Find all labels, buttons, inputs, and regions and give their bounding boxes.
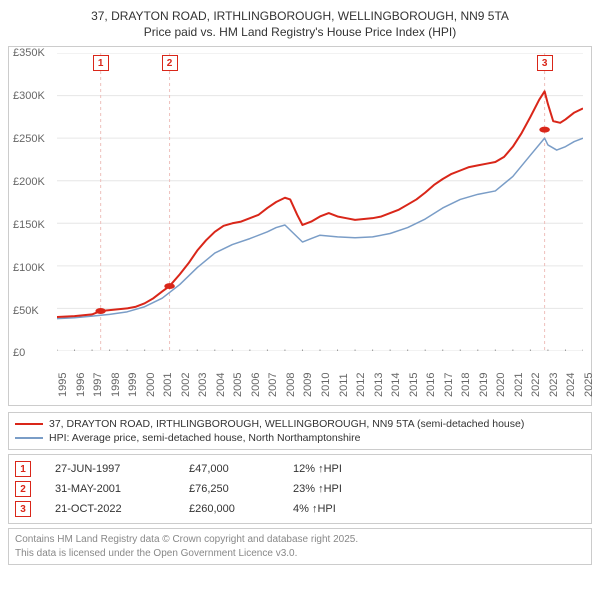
- x-tick-label: 2006: [250, 373, 254, 397]
- data-point-marker: 2: [15, 481, 31, 497]
- footer-line-1: Contains HM Land Registry data © Crown c…: [15, 533, 585, 547]
- chart-marker-box: 3: [537, 55, 553, 71]
- legend: 37, DRAYTON ROAD, IRTHLINGBOROUGH, WELLI…: [8, 412, 592, 450]
- footer-attribution: Contains HM Land Registry data © Crown c…: [8, 528, 592, 565]
- x-axis-labels: 1995 1996 1997 1998 1999 2000 2001 2002 2003 2004…: [57, 353, 583, 401]
- x-tick-label: 2010: [320, 373, 324, 397]
- x-tick-label: 2023: [548, 373, 552, 397]
- x-tick-label: 2015: [408, 373, 412, 397]
- x-tick-label: 2017: [443, 373, 447, 397]
- data-point-date: 31-MAY-2001: [55, 483, 165, 495]
- x-tick-label: 1995: [57, 373, 61, 397]
- y-tick-label: £0: [13, 347, 25, 359]
- data-point-marker: 1: [15, 461, 31, 477]
- data-point-pct: 4%: [293, 503, 336, 515]
- plot-svg: [57, 53, 583, 351]
- footer-line-2: This data is licensed under the Open Gov…: [15, 547, 585, 561]
- chart-marker-box: 1: [93, 55, 109, 71]
- data-point-pct: 23%: [293, 483, 342, 495]
- x-tick-label: 2005: [232, 373, 236, 397]
- y-tick-label: £100K: [13, 262, 45, 274]
- x-tick-label: 2014: [390, 373, 394, 397]
- x-tick-label: 2024: [565, 373, 569, 397]
- title-line-2: Price paid vs. HM Land Registry's House …: [8, 24, 592, 40]
- data-point-table: 1 27-JUN-1997 £47,000 12% 2 31-MAY-2001 £76,25…: [8, 454, 592, 524]
- legend-row: 37, DRAYTON ROAD, IRTHLINGBOROUGH, WELLI…: [15, 417, 585, 431]
- x-tick-label: 1997: [92, 373, 96, 397]
- y-tick-label: £150K: [13, 219, 45, 231]
- data-point-date: 21-OCT-2022: [55, 503, 165, 515]
- x-tick-label: 1999: [127, 373, 131, 397]
- title-line-1: 37, DRAYTON ROAD, IRTHLINGBOROUGH, WELLI…: [8, 8, 592, 24]
- x-tick-label: 2000: [145, 373, 149, 397]
- x-tick-label: 1998: [110, 373, 114, 397]
- data-point-row: 2 31-MAY-2001 £76,250 23%: [15, 479, 585, 499]
- x-tick-label: 2004: [215, 373, 219, 397]
- data-point-price: £47,000: [189, 463, 269, 475]
- x-tick-label: 2020: [495, 373, 499, 397]
- data-point-price: £260,000: [189, 503, 269, 515]
- legend-row: HPI: Average price, semi-detached house,…: [15, 431, 585, 445]
- plot-inner: 1 2 3: [57, 53, 583, 351]
- x-tick-label: 2003: [197, 373, 201, 397]
- chart-marker-box: 2: [162, 55, 178, 71]
- x-tick-label: 2013: [373, 373, 377, 397]
- data-point-row: 1 27-JUN-1997 £47,000 12%: [15, 459, 585, 479]
- data-point-row: 3 21-OCT-2022 £260,000 4%: [15, 499, 585, 519]
- x-tick-label: 2019: [478, 373, 482, 397]
- y-tick-label: £300K: [13, 90, 45, 102]
- x-tick-label: 2001: [162, 373, 166, 397]
- x-tick-label: 1996: [75, 373, 79, 397]
- x-tick-label: 2016: [425, 373, 429, 397]
- y-tick-label: £350K: [13, 47, 45, 59]
- y-tick-label: £200K: [13, 176, 45, 188]
- chart-area: 1 2 3 1995 1996 1997 1998 1999 2000 2001 2002 2003…: [8, 46, 592, 406]
- x-tick-label: 2009: [302, 373, 306, 397]
- x-tick-label: 2022: [530, 373, 534, 397]
- x-tick-label: 2008: [285, 373, 289, 397]
- legend-label: 37, DRAYTON ROAD, IRTHLINGBOROUGH, WELLI…: [49, 418, 524, 430]
- x-tick-label: 2021: [513, 373, 517, 397]
- x-tick-label: 2012: [355, 373, 359, 397]
- x-tick-label: 2018: [460, 373, 464, 397]
- data-point-price: £76,250: [189, 483, 269, 495]
- data-point-date: 27-JUN-1997: [55, 463, 165, 475]
- x-tick-label: 2002: [180, 373, 184, 397]
- data-point-pct: 12%: [293, 463, 342, 475]
- legend-swatch: [15, 437, 43, 439]
- chart-title-block: 37, DRAYTON ROAD, IRTHLINGBOROUGH, WELLI…: [0, 0, 600, 46]
- x-tick-label: 2011: [338, 374, 342, 398]
- x-tick-label: 2025: [583, 373, 587, 397]
- x-tick-label: 2007: [267, 373, 271, 397]
- legend-label: HPI: Average price, semi-detached house,…: [49, 432, 360, 444]
- y-tick-label: £50K: [13, 305, 39, 317]
- data-point-marker: 3: [15, 501, 31, 517]
- legend-swatch: [15, 423, 43, 425]
- y-tick-label: £250K: [13, 133, 45, 145]
